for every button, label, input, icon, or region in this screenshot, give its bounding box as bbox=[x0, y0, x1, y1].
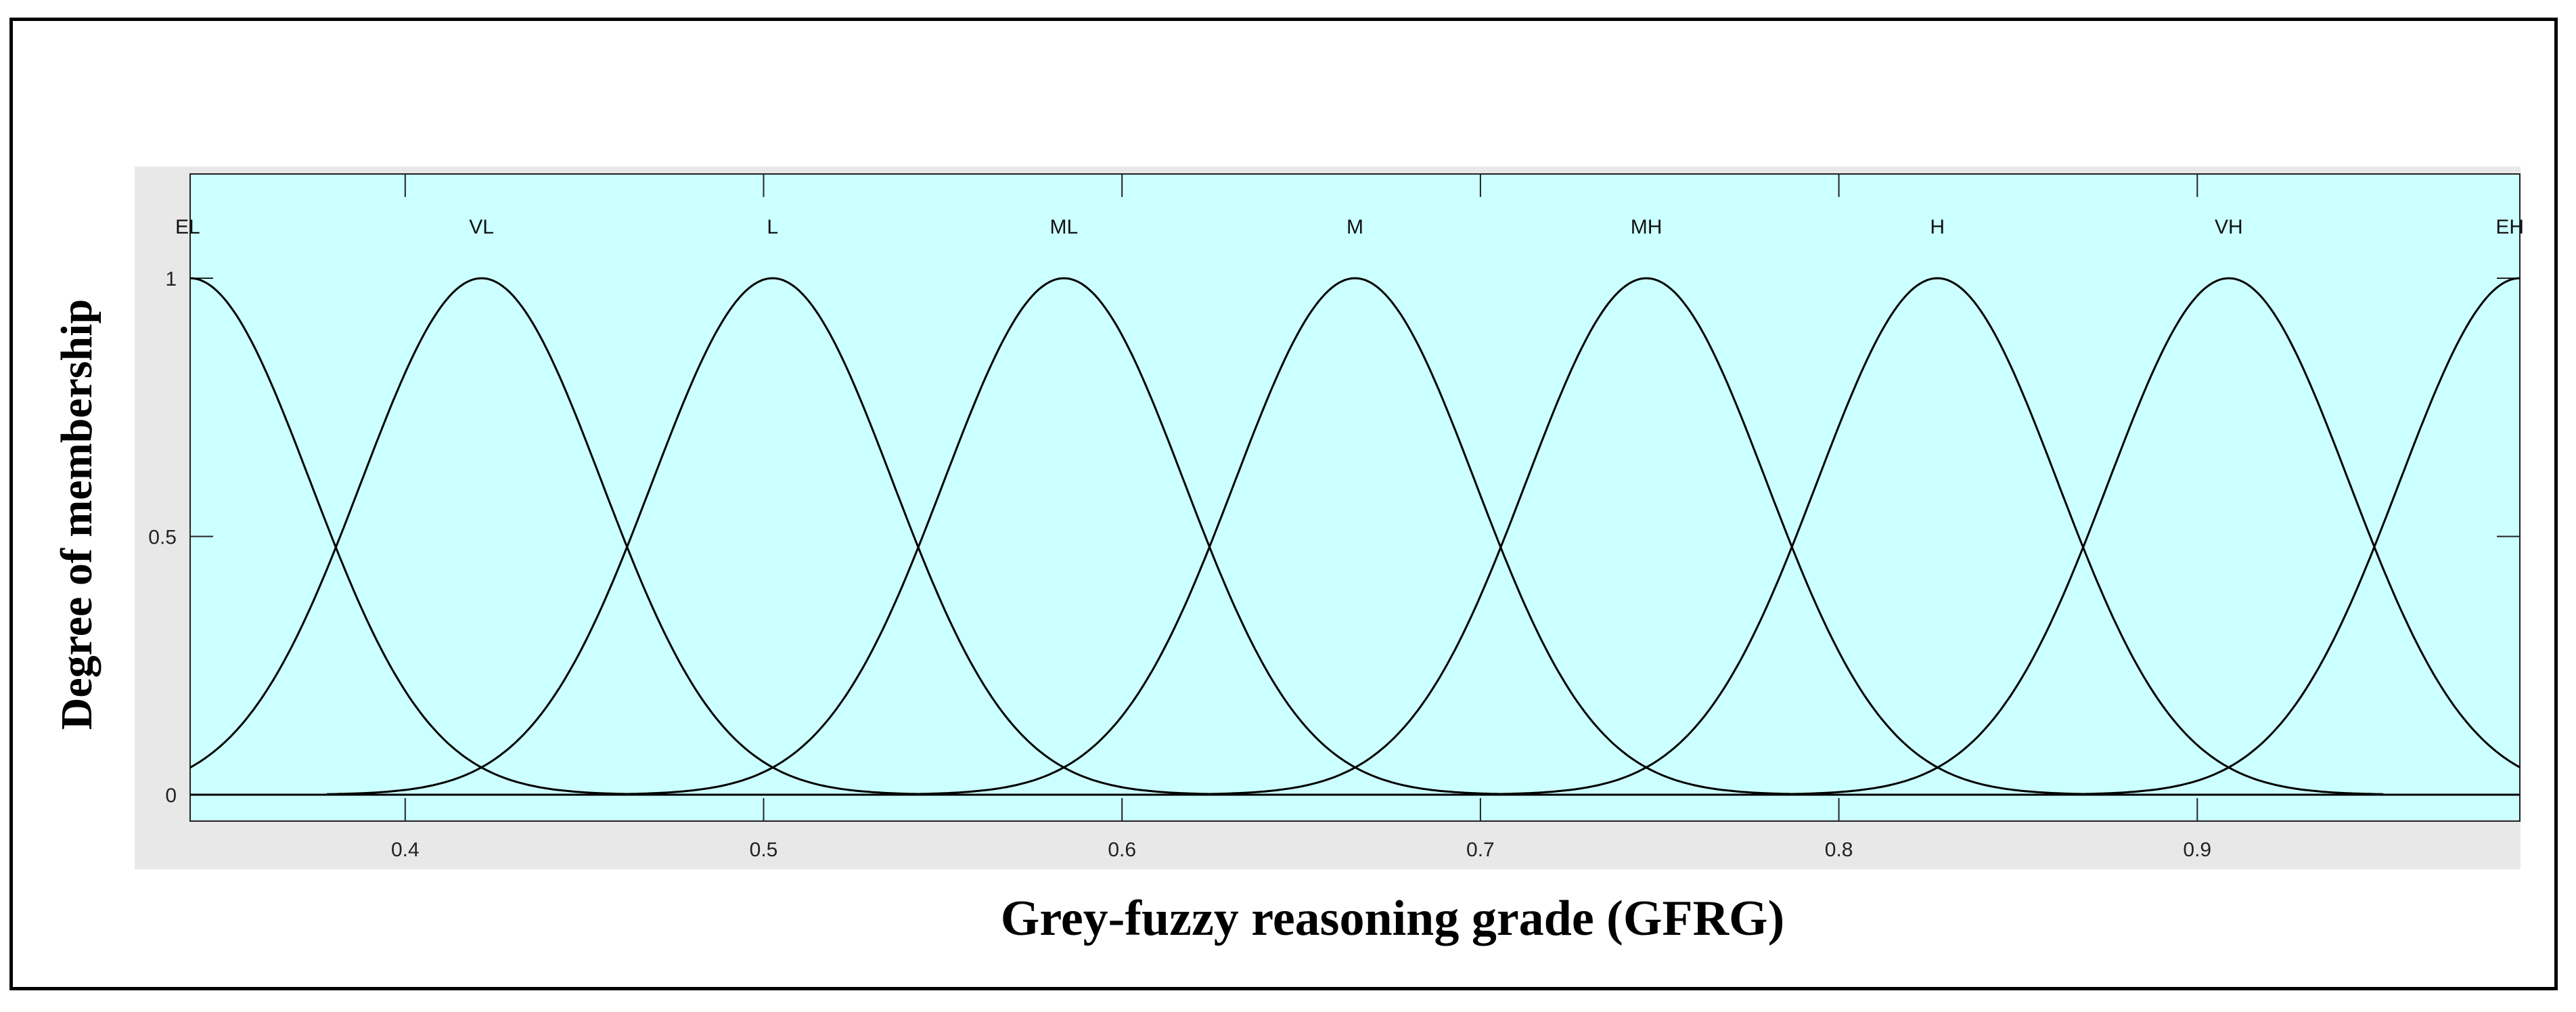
membership-labels: EL VL L ML M MH H VH EH bbox=[175, 216, 2524, 238]
membership-curve-vh bbox=[1784, 277, 2521, 795]
x-axis-ticks: 0.4 0.5 0.6 0.7 0.8 0.9 bbox=[391, 174, 2211, 861]
membership-label-l: L bbox=[767, 216, 778, 238]
x-tick-label: 0.5 bbox=[750, 839, 778, 861]
membership-label-ml: ML bbox=[1050, 216, 1079, 238]
membership-curve-el bbox=[189, 277, 637, 795]
membership-label-vh: VH bbox=[2215, 216, 2243, 238]
membership-curve-eh bbox=[2073, 277, 2521, 795]
membership-label-mh: MH bbox=[1631, 216, 1663, 238]
x-tick-label: 0.6 bbox=[1108, 839, 1136, 861]
plot-area bbox=[189, 173, 2521, 822]
y-axis-title: Degree of membership bbox=[52, 299, 101, 730]
membership-curve-l bbox=[326, 277, 1219, 795]
x-tick-label: 0.8 bbox=[1825, 839, 1853, 861]
x-tick-label: 0.7 bbox=[1466, 839, 1495, 861]
y-tick-label: 1 bbox=[165, 268, 177, 290]
x-axis-title: Grey-fuzzy reasoning grade (GFRG) bbox=[1001, 891, 1784, 946]
y-tick-label: 0.5 bbox=[148, 527, 177, 549]
membership-curve-vl bbox=[189, 277, 926, 795]
x-tick-label: 0.9 bbox=[2183, 839, 2211, 861]
membership-label-el: EL bbox=[175, 216, 200, 238]
membership-curve-mh bbox=[1202, 277, 2091, 795]
membership-curve-h bbox=[1491, 277, 2384, 795]
y-tick-label: 0 bbox=[165, 785, 177, 807]
membership-label-m: M bbox=[1347, 216, 1363, 238]
membership-curve-m bbox=[909, 277, 1801, 795]
x-tick-label: 0.4 bbox=[391, 839, 420, 861]
membership-curve-ml bbox=[619, 277, 1508, 795]
membership-curves bbox=[189, 277, 2521, 795]
membership-label-h: H bbox=[1930, 216, 1945, 238]
membership-label-vl: VL bbox=[469, 216, 494, 238]
membership-label-eh: EH bbox=[2495, 216, 2524, 238]
